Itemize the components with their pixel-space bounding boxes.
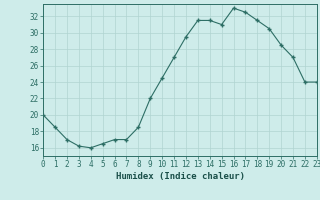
X-axis label: Humidex (Indice chaleur): Humidex (Indice chaleur) (116, 172, 244, 181)
